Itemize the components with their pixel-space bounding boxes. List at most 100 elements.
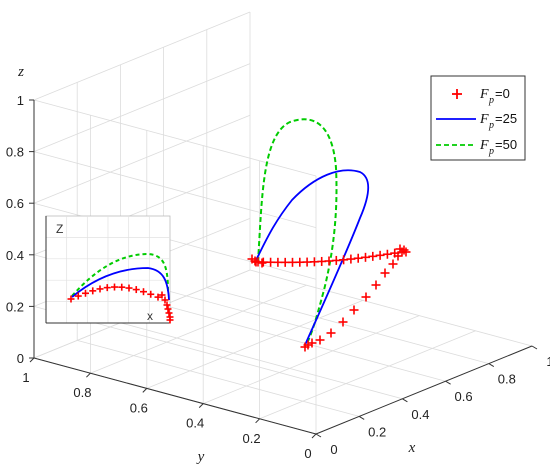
y-tick-label: 0.2 [243,431,261,446]
inset-projection: Z x [45,215,174,324]
y-tick-label: 0.4 [186,416,204,431]
x-tick-label: 0.2 [368,424,386,439]
x-tick-label: 0 [330,442,337,457]
grid-line [33,11,251,101]
x-tick-label: 0.8 [498,372,516,387]
grid-line [33,63,251,152]
inset-series-fp-0-marker [163,301,171,309]
inset-x-label: x [147,309,153,323]
series-fp-0-marker [307,338,317,348]
z-tick-label: 0.2 [6,299,24,314]
grid-line [33,151,317,228]
x-axis-line [315,345,533,435]
grid-line [33,99,317,177]
z-tick-label: 0.8 [6,145,24,160]
y-tick-mark [29,357,35,363]
z-tick-label: 1 [17,93,24,108]
legend-item-fp-50: F p =50 [436,137,517,157]
inset-z-label: Z [56,222,63,236]
inset-series-fp-0-marker [118,283,126,291]
series-fp-0-marker [300,342,310,352]
legend-sub-fp-50: p [488,146,494,157]
series-fp-0-marker [257,258,267,268]
series-fp-0-marker [361,252,370,262]
y-tick-label: 0 [304,446,311,461]
y-tick-mark [255,418,260,424]
legend-sub-fp-0: p [488,95,494,106]
y-tick-label: 1 [22,370,29,385]
series-fp-0-marker [253,257,263,267]
inset-grid [46,216,170,323]
inset-series-fp-0-marker [125,284,133,292]
inset-series-fp-0-marker [147,290,155,298]
grid-line [77,340,360,417]
x-tick-label: 1 [546,354,550,369]
legend-sub-fp-25: p [488,120,494,131]
x-tick-label: 0.6 [455,389,473,404]
y-tick-mark [198,403,204,408]
y-axis-title: y [196,449,205,465]
grid-line [206,287,489,364]
y-axis-line [33,357,317,435]
inset-series-fp-0-marker [164,305,172,313]
inset-series-fp-0-marker [103,284,111,292]
y-tick-mark [142,388,148,393]
legend-value-fp-25: =25 [495,111,517,126]
curves [254,118,370,347]
y-tick-label: 0.6 [130,400,148,415]
series-fp-0-marker [393,251,403,261]
inset-series-fp-0-marker [89,287,97,295]
z-tick-label: 0.4 [6,248,24,263]
y-tick-label: 0.8 [73,385,91,400]
x-tick-mark [531,345,538,350]
series-fp-0-marker [401,247,411,257]
legend-item-fp-0: F p =0 [452,86,510,106]
z-tick-label: 0.6 [6,196,24,211]
grid-line [120,322,403,400]
inset-series-fp-0-marker [158,291,166,299]
series-fp-0-marker [326,328,336,338]
series-fp-0-marker [349,305,359,315]
grid-line [146,300,363,389]
series-fp-0-marker [395,244,405,254]
series-fp-0-marker [382,249,392,259]
y-tick-mark [311,433,317,439]
x-tick-mark [358,415,365,420]
series-fp-0-marker [380,268,390,278]
grid-line [90,284,307,374]
x-tick-mark [315,433,322,438]
axes-frame [29,99,538,439]
inset-series-fp-0-marker [165,309,173,317]
x-axis-title: x [408,440,416,456]
inset-series-fp-0-marker [82,289,89,297]
series-fp-0-marker [371,280,381,290]
series-fp-0-marker [388,259,398,269]
grid-line [249,269,533,347]
y-tick-mark [86,372,91,378]
legend-value-fp-0: =0 [495,86,510,101]
grid-line [33,114,251,204]
series-fp-0-marker [361,292,371,302]
series-fp-0-marker [375,250,385,260]
series-fp-50-curve [257,118,338,347]
x-tick-mark [445,380,451,385]
legend-symbol-fp-25: F [479,112,489,127]
inset-series-fp-0-marker [140,288,147,296]
inset-series-fp-0-marker [161,296,169,304]
series-fp-25-curve [254,169,370,346]
inset-series-fp-0-marker [67,295,75,303]
inset-series-fp-0-marker [96,285,104,293]
legend-swatch-fp-0 [452,89,462,99]
inset-series-fp-0-marker [166,316,174,324]
legend-symbol-fp-0: F [479,87,489,102]
legend-symbol-fp-50: F [479,138,489,153]
inset-series-fp-0-marker [74,292,82,300]
series-fp-0-marker [399,245,409,255]
inset-series-fp-0-marker [154,293,162,301]
grid-line [203,315,420,404]
legend-box [430,75,526,161]
inset-series-fp-25-curve [71,267,170,301]
x-tick-label: 0.4 [411,407,429,422]
legend: F p =0 F p =25 F p =50 [430,75,526,161]
